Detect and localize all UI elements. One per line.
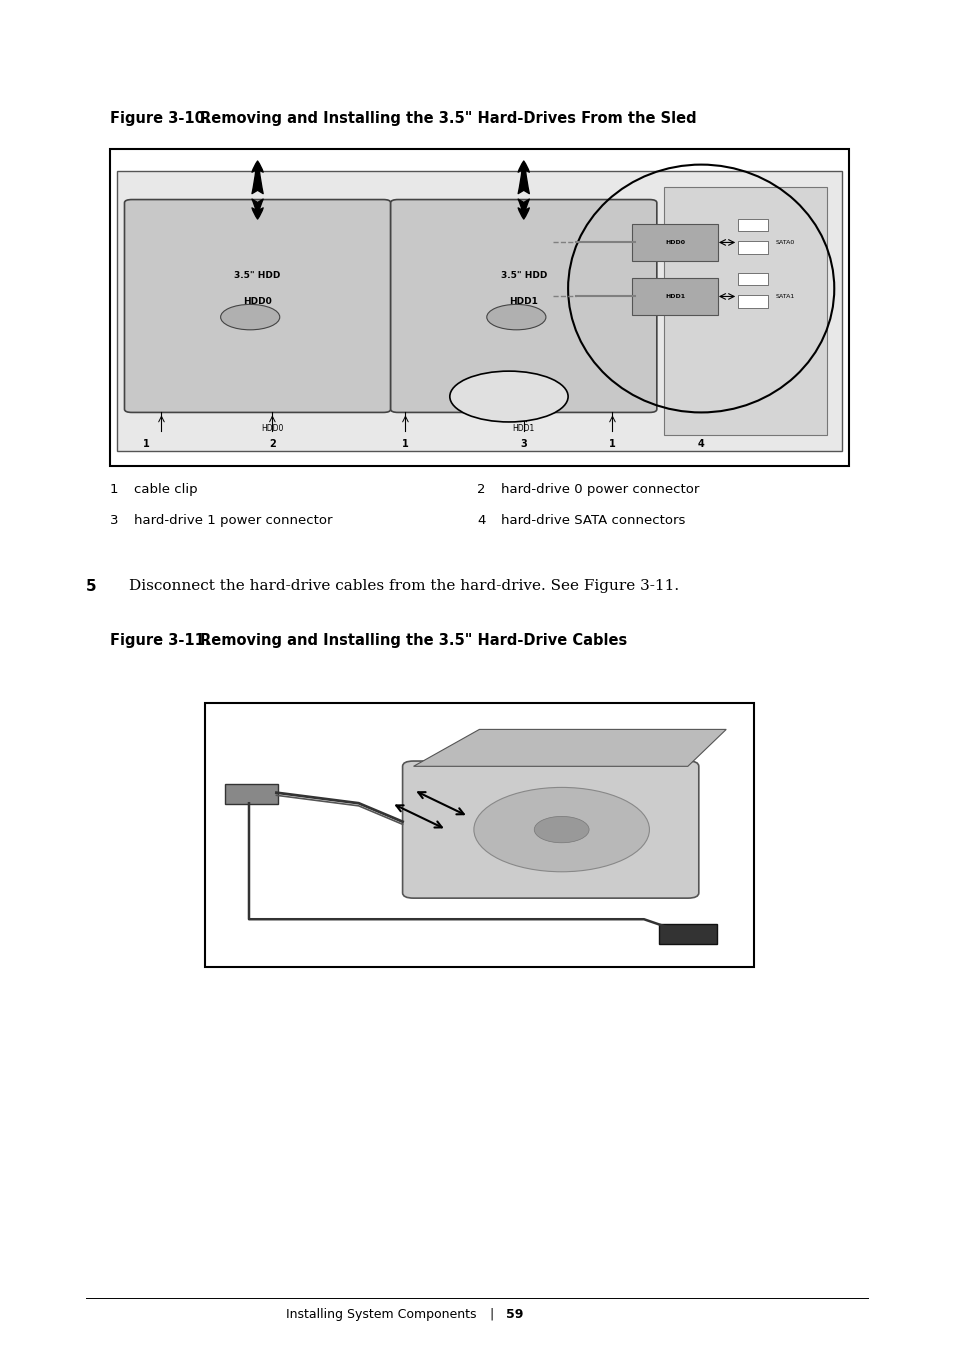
- Text: 1: 1: [110, 483, 118, 496]
- Text: 3.5" HDD: 3.5" HDD: [234, 272, 280, 280]
- Text: 59: 59: [505, 1307, 522, 1321]
- Circle shape: [474, 787, 649, 872]
- Text: HDD0: HDD0: [261, 423, 283, 433]
- FancyBboxPatch shape: [124, 200, 391, 412]
- FancyBboxPatch shape: [632, 224, 718, 261]
- Text: 2: 2: [476, 483, 485, 496]
- Circle shape: [220, 304, 279, 330]
- Text: 2: 2: [269, 439, 275, 449]
- Text: 1: 1: [401, 439, 409, 449]
- Text: HDD1: HDD1: [512, 423, 535, 433]
- FancyBboxPatch shape: [391, 200, 656, 412]
- Text: 3: 3: [519, 439, 527, 449]
- Text: Disconnect the hard-drive cables from the hard-drive. See Figure 3-11.: Disconnect the hard-drive cables from th…: [129, 579, 679, 592]
- Text: SATA0: SATA0: [774, 239, 794, 245]
- FancyBboxPatch shape: [663, 187, 826, 434]
- FancyBboxPatch shape: [117, 170, 841, 450]
- Text: Installing System Components: Installing System Components: [286, 1307, 476, 1321]
- Text: Removing and Installing the 3.5" Hard-Drive Cables: Removing and Installing the 3.5" Hard-Dr…: [200, 633, 627, 648]
- FancyBboxPatch shape: [738, 219, 767, 231]
- FancyBboxPatch shape: [659, 923, 716, 944]
- Text: 5: 5: [86, 579, 96, 594]
- Text: Removing and Installing the 3.5" Hard-Drives From the Sled: Removing and Installing the 3.5" Hard-Dr…: [200, 111, 697, 126]
- FancyBboxPatch shape: [110, 149, 848, 466]
- Text: hard-drive SATA connectors: hard-drive SATA connectors: [500, 514, 684, 527]
- Text: 4: 4: [476, 514, 485, 527]
- Text: HDD0: HDD0: [243, 296, 272, 306]
- Polygon shape: [413, 730, 725, 767]
- FancyBboxPatch shape: [738, 241, 767, 254]
- Text: HDD1: HDD1: [664, 293, 684, 299]
- Circle shape: [449, 370, 568, 422]
- FancyBboxPatch shape: [205, 703, 753, 967]
- Text: hard-drive 0 power connector: hard-drive 0 power connector: [500, 483, 699, 496]
- Text: Figure 3-10.: Figure 3-10.: [110, 111, 210, 126]
- Text: HDD0: HDD0: [664, 239, 684, 245]
- FancyBboxPatch shape: [738, 273, 767, 285]
- Text: 3.5" HDD: 3.5" HDD: [500, 272, 546, 280]
- Text: Figure 3-11.: Figure 3-11.: [110, 633, 210, 648]
- Circle shape: [486, 304, 545, 330]
- Text: |: |: [489, 1307, 493, 1321]
- Text: 3: 3: [110, 514, 118, 527]
- Text: 1: 1: [608, 439, 616, 449]
- FancyBboxPatch shape: [402, 761, 698, 898]
- FancyBboxPatch shape: [225, 784, 277, 804]
- Text: HDD1: HDD1: [509, 296, 537, 306]
- Circle shape: [534, 817, 588, 842]
- FancyBboxPatch shape: [738, 295, 767, 307]
- Text: hard-drive 1 power connector: hard-drive 1 power connector: [133, 514, 332, 527]
- FancyBboxPatch shape: [632, 279, 718, 315]
- Text: SATA1: SATA1: [774, 293, 794, 299]
- Text: 1: 1: [143, 439, 150, 449]
- Text: 4: 4: [697, 439, 704, 449]
- Text: cable clip: cable clip: [133, 483, 197, 496]
